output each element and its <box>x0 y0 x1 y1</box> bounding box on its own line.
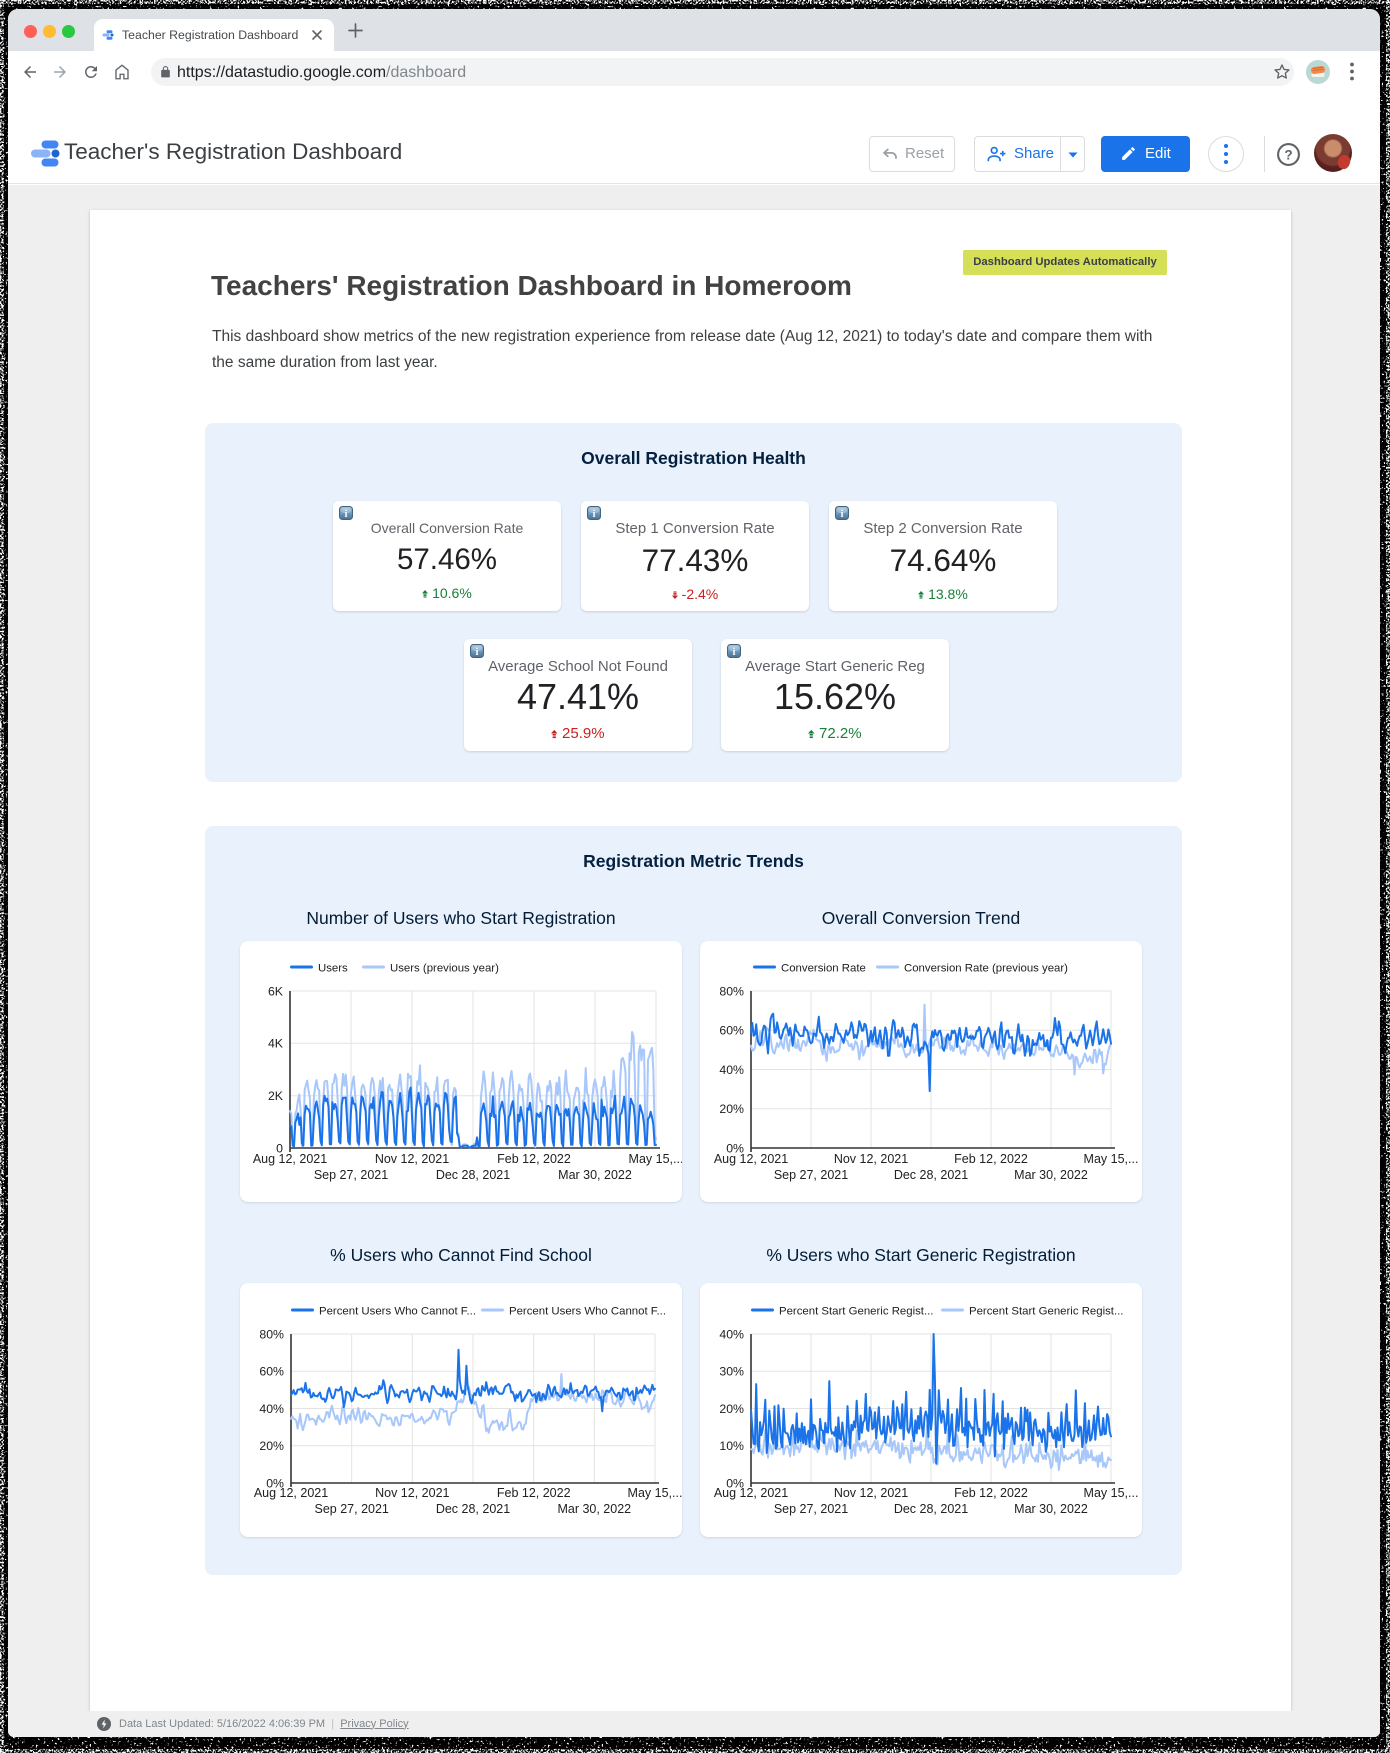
svg-text:Aug 12, 2021: Aug 12, 2021 <box>254 1486 328 1500</box>
svg-text:20%: 20% <box>719 1402 744 1416</box>
svg-text:60%: 60% <box>719 1024 744 1038</box>
svg-text:Feb 12, 2022: Feb 12, 2022 <box>497 1152 571 1166</box>
svg-text:Conversion Rate: Conversion Rate <box>781 963 866 975</box>
svg-text:Dec 28, 2021: Dec 28, 2021 <box>894 1502 968 1516</box>
svg-text:Dec 28, 2021: Dec 28, 2021 <box>436 1502 510 1516</box>
svg-text:Mar 30, 2022: Mar 30, 2022 <box>558 1168 632 1182</box>
svg-text:i: i <box>733 647 736 658</box>
svg-text:60%: 60% <box>259 1365 284 1379</box>
svg-text:May 15,...: May 15,... <box>1084 1152 1139 1166</box>
svg-text:6K: 6K <box>268 984 284 998</box>
svg-text:20%: 20% <box>259 1439 284 1453</box>
svg-text:Aug 12, 2021: Aug 12, 2021 <box>714 1152 788 1166</box>
svg-text:?: ? <box>1284 148 1292 163</box>
svg-text:Sep 27, 2021: Sep 27, 2021 <box>774 1502 848 1516</box>
svg-text:0%: 0% <box>266 1476 284 1490</box>
svg-text:i: i <box>476 647 479 658</box>
svg-text:Feb 12, 2022: Feb 12, 2022 <box>497 1486 571 1500</box>
svg-text:Nov 12, 2021: Nov 12, 2021 <box>834 1152 908 1166</box>
svg-text:Aug 12, 2021: Aug 12, 2021 <box>253 1152 327 1166</box>
svg-text:Users: Users <box>318 963 348 975</box>
svg-text:Users (previous year): Users (previous year) <box>390 963 499 975</box>
svg-text:4K: 4K <box>268 1037 284 1051</box>
svg-text:20%: 20% <box>719 1102 744 1116</box>
svg-text:Dec 28, 2021: Dec 28, 2021 <box>436 1168 510 1182</box>
svg-text:Mar 30, 2022: Mar 30, 2022 <box>1014 1168 1088 1182</box>
svg-text:Mar 30, 2022: Mar 30, 2022 <box>1014 1502 1088 1516</box>
svg-text:May 15,...: May 15,... <box>628 1486 682 1500</box>
svg-text:Percent Users Who Cannot F...: Percent Users Who Cannot F... <box>319 1306 476 1318</box>
svg-text:i: i <box>593 509 596 520</box>
svg-text:Dec 28, 2021: Dec 28, 2021 <box>894 1168 968 1182</box>
svg-text:0%: 0% <box>726 1476 744 1490</box>
svg-text:40%: 40% <box>259 1402 284 1416</box>
svg-text:80%: 80% <box>719 984 744 998</box>
svg-text:80%: 80% <box>259 1327 284 1341</box>
svg-text:Percent Start Generic Regist..: Percent Start Generic Regist... <box>779 1306 933 1318</box>
svg-text:Percent Users Who Cannot F...: Percent Users Who Cannot F... <box>509 1306 666 1318</box>
svg-text:i: i <box>345 509 348 520</box>
svg-text:Feb 12, 2022: Feb 12, 2022 <box>954 1152 1028 1166</box>
svg-text:Sep 27, 2021: Sep 27, 2021 <box>774 1168 848 1182</box>
svg-text:30%: 30% <box>719 1365 744 1379</box>
svg-text:Sep 27, 2021: Sep 27, 2021 <box>315 1502 389 1516</box>
svg-text:Aug 12, 2021: Aug 12, 2021 <box>714 1486 788 1500</box>
svg-text:i: i <box>841 509 844 520</box>
svg-text:Sep 27, 2021: Sep 27, 2021 <box>314 1168 388 1182</box>
svg-text:40%: 40% <box>719 1063 744 1077</box>
svg-text:May 15,...: May 15,... <box>1084 1486 1139 1500</box>
svg-text:Mar 30, 2022: Mar 30, 2022 <box>557 1502 631 1516</box>
svg-text:0%: 0% <box>726 1141 744 1155</box>
svg-text:2K: 2K <box>268 1089 284 1103</box>
svg-text:Conversion Rate (previous year: Conversion Rate (previous year) <box>904 963 1068 975</box>
svg-text:Feb 12, 2022: Feb 12, 2022 <box>954 1486 1028 1500</box>
svg-text:Percent Start Generic Regist..: Percent Start Generic Regist... <box>969 1306 1123 1318</box>
svg-text:40%: 40% <box>719 1327 744 1341</box>
svg-text:0: 0 <box>276 1141 283 1155</box>
svg-text:Nov 12, 2021: Nov 12, 2021 <box>834 1486 908 1500</box>
svg-text:Nov 12, 2021: Nov 12, 2021 <box>375 1486 449 1500</box>
svg-text:Nov 12, 2021: Nov 12, 2021 <box>375 1152 449 1166</box>
svg-text:10%: 10% <box>719 1439 744 1453</box>
svg-text:May 15,...: May 15,... <box>629 1152 682 1166</box>
